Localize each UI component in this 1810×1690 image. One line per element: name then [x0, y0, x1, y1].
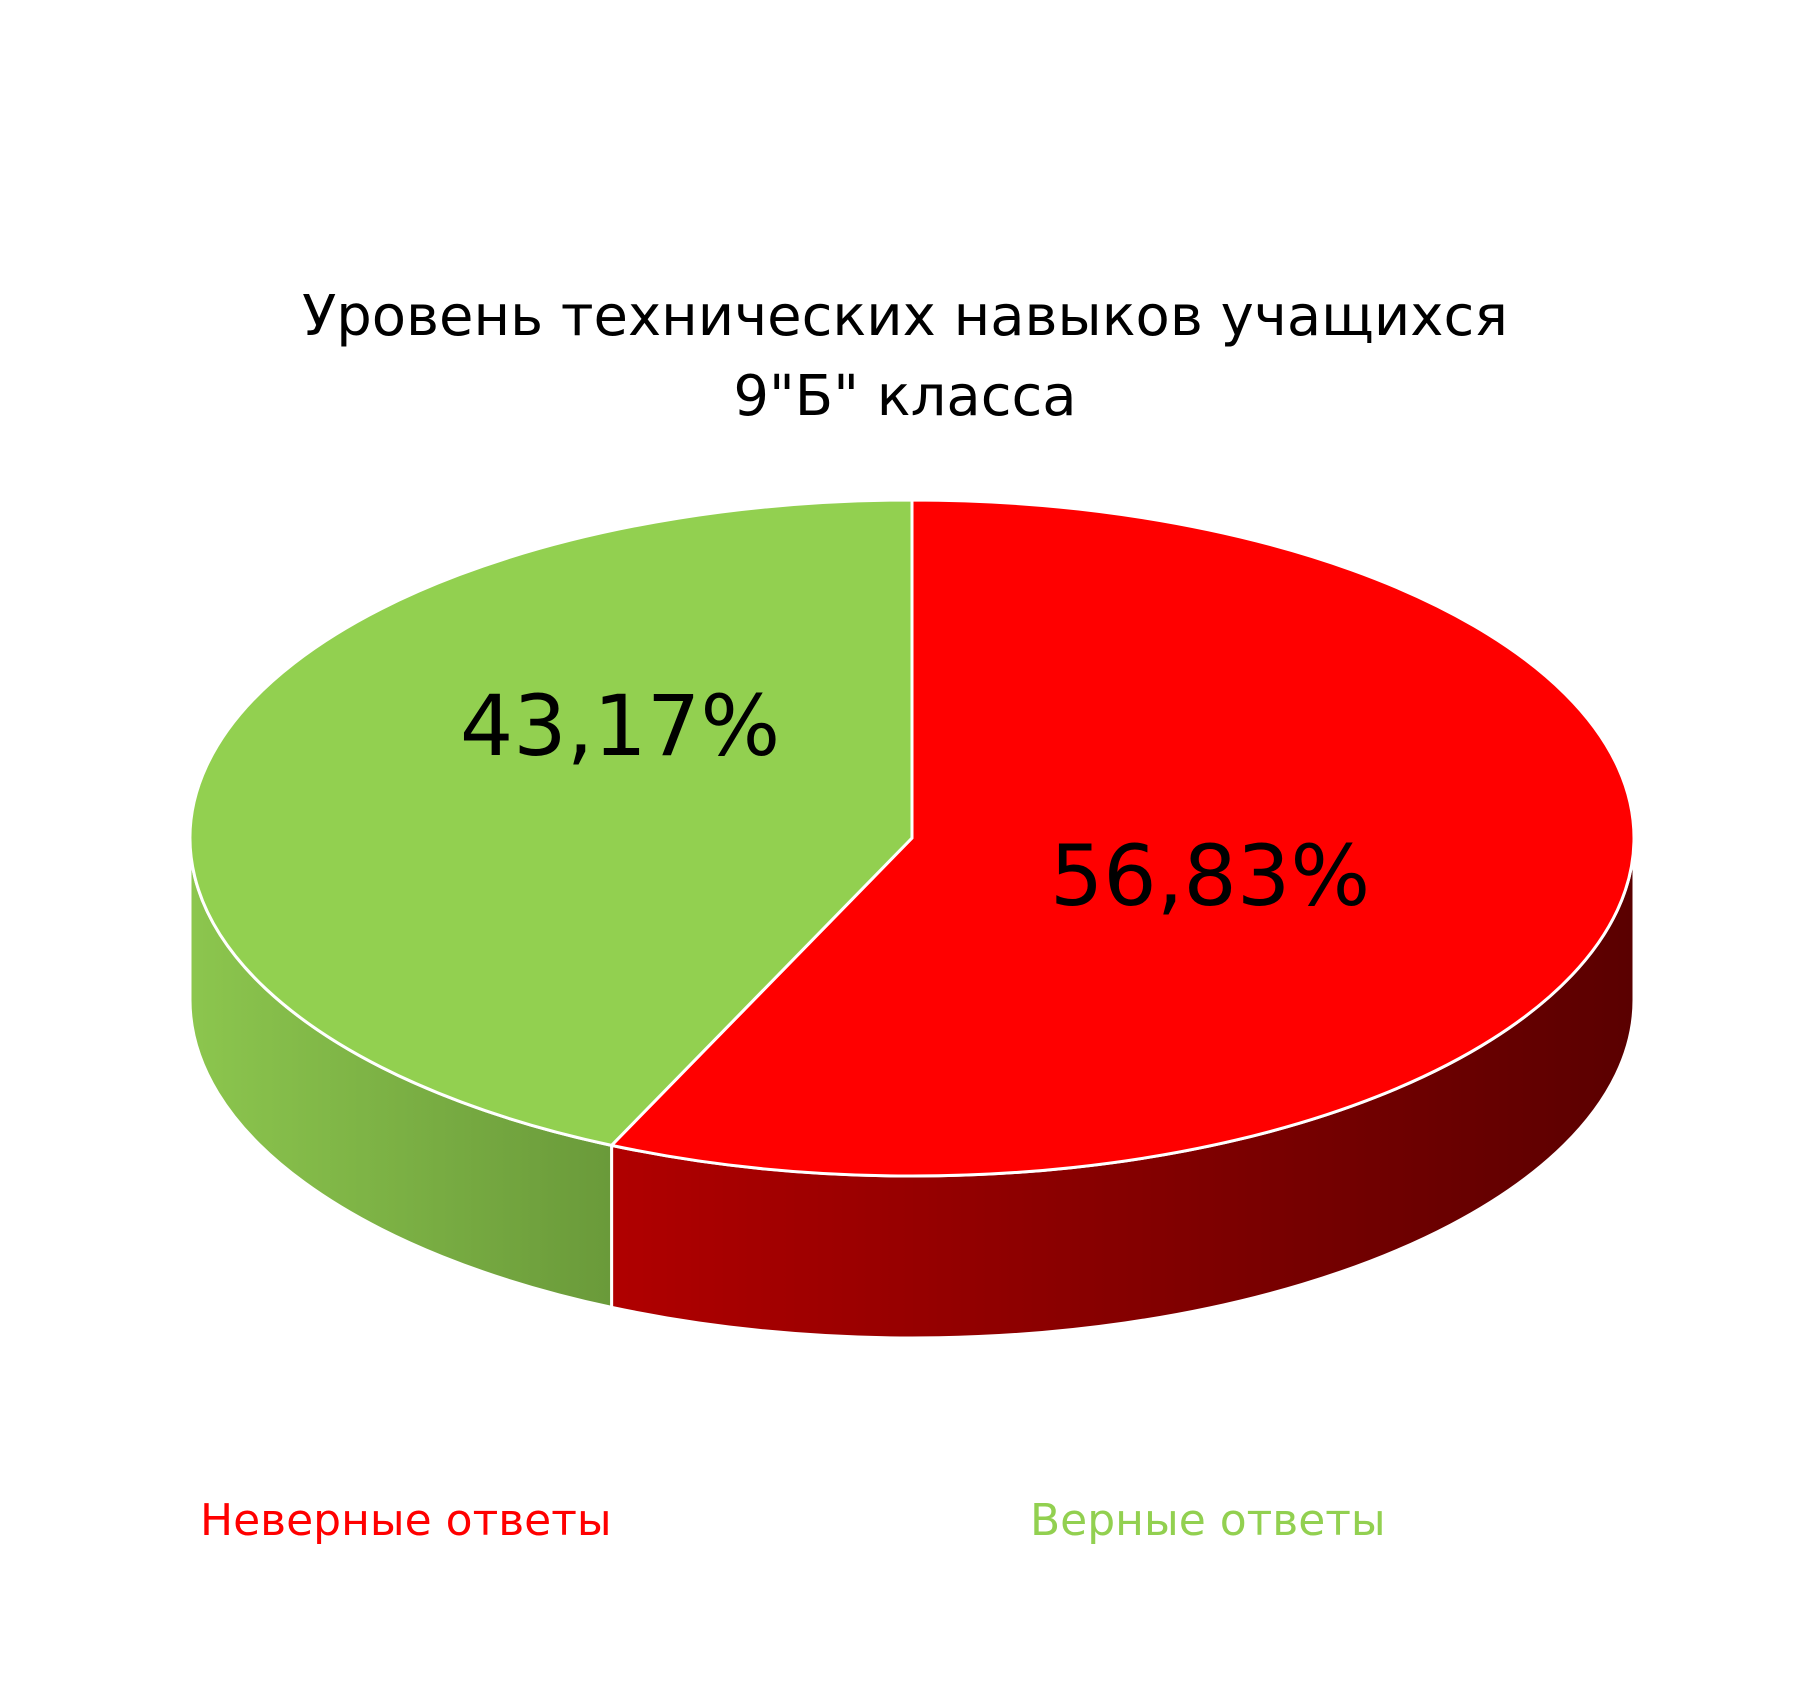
pie-data-labels: 56,83% 43,17% [460, 677, 1370, 925]
legend-entry-correct: Верные ответы [1030, 1495, 1386, 1546]
chart-title-line-1: Уровень технических навыков учащихся [302, 284, 1508, 349]
legend: Неверные ответы Верные ответы [200, 1495, 1386, 1546]
data-label-incorrect: 56,83% [1050, 827, 1370, 925]
chart-title: Уровень технических навыков учащихся 9"Б… [302, 284, 1508, 429]
pie-slice-correct [188, 498, 914, 1147]
chart-title-line-2: 9"Б" класса [733, 364, 1076, 429]
legend-entry-incorrect: Неверные ответы [200, 1495, 612, 1546]
pie-tops [188, 498, 1636, 1178]
data-label-correct: 43,17% [460, 677, 780, 775]
pie-slice-incorrect [610, 498, 1636, 1178]
